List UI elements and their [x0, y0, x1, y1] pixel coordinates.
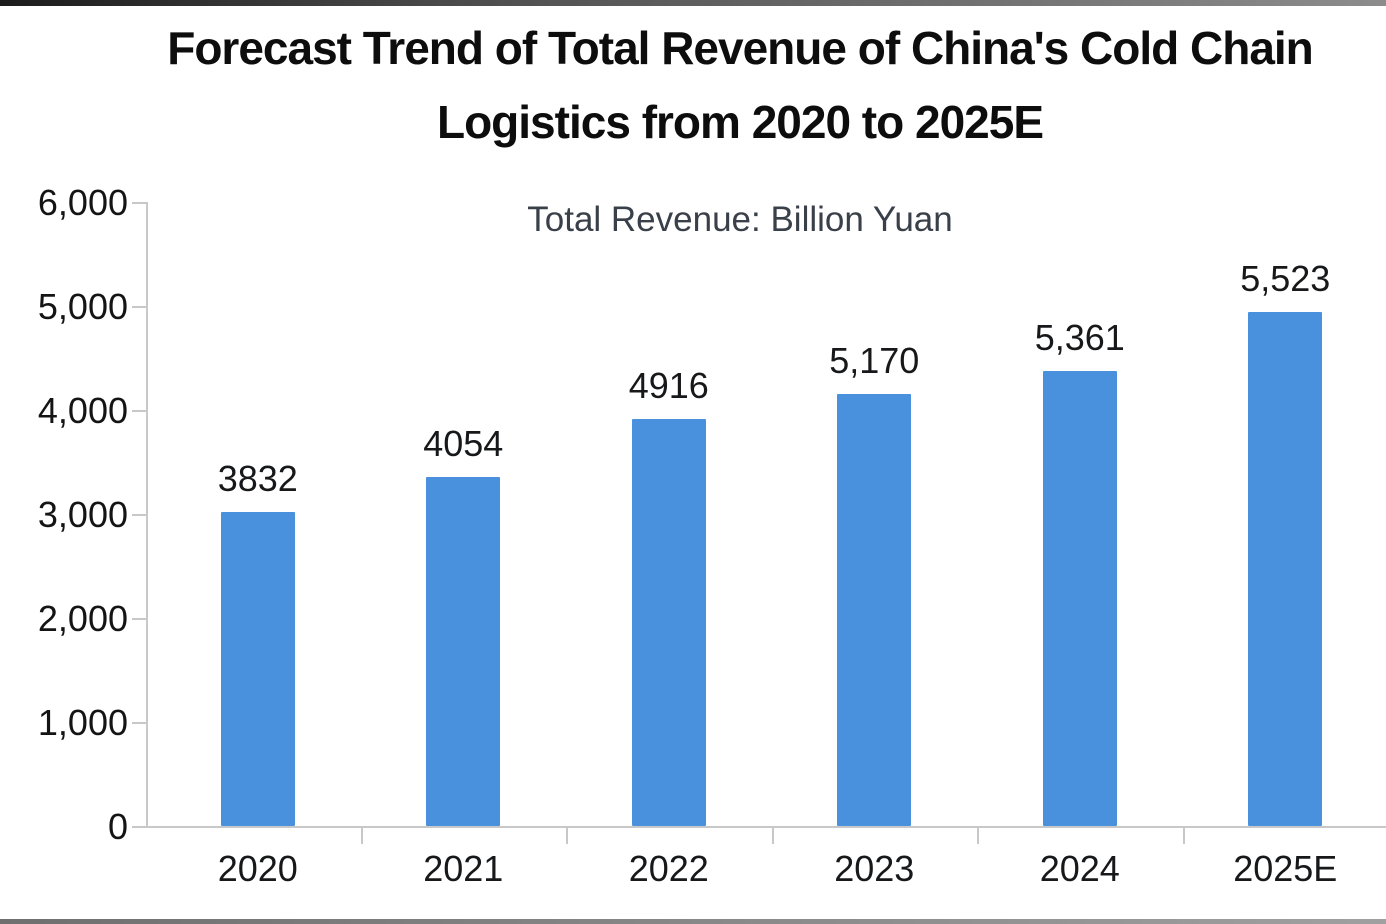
x-axis-label-2023: 2023 [834, 848, 915, 889]
bar-value-label-2025e: 5,523 [1240, 258, 1331, 300]
y-tick [132, 410, 146, 412]
bar-2024 [1042, 371, 1117, 826]
y-tick [132, 202, 146, 204]
x-axis-line [146, 826, 1386, 828]
top-edge-strip [0, 0, 1386, 6]
bar-2020 [220, 511, 295, 826]
x-axis-label-2021: 2021 [423, 848, 504, 889]
bar-value-label-2020: 3832 [217, 457, 298, 499]
bar-2023 [837, 393, 912, 826]
y-tick-label: 1,000 [37, 702, 128, 743]
y-tick [132, 826, 146, 828]
x-tick [771, 826, 774, 844]
bar-2022 [631, 418, 706, 826]
y-tick [132, 722, 146, 724]
chart-subtitle: Total Revenue: Billion Yuan [527, 200, 953, 239]
x-tick [566, 826, 568, 844]
y-tick [132, 306, 146, 308]
x-tick [1182, 826, 1185, 844]
y-tick [132, 514, 146, 516]
bar-value-label-2023: 5,170 [829, 339, 920, 381]
chart-title-line2: Logistics from 2020 to 2025E [436, 96, 1044, 148]
y-tick-label: 5,000 [37, 286, 128, 327]
bar-value-label-2021: 4054 [423, 423, 504, 465]
x-axis-label-2020: 2020 [217, 848, 298, 889]
x-tick [360, 826, 363, 844]
bottom-edge-strip [0, 919, 1386, 924]
y-tick-label: 4,000 [37, 390, 128, 431]
y-tick-label: 2,000 [37, 598, 128, 639]
bar-value-label-2022: 4916 [628, 364, 709, 406]
y-axis-line [146, 202, 148, 828]
x-axis-label-2024: 2024 [1039, 848, 1120, 889]
chart-title-line1: Forecast Trend of Total Revenue of China… [167, 22, 1314, 74]
bar-value-label-2024: 5,361 [1034, 317, 1125, 358]
y-tick-label: 6,000 [37, 182, 128, 223]
x-axis-label-2025e: 2025E [1233, 848, 1338, 889]
y-tick [132, 618, 146, 620]
y-tick-label: 3,000 [37, 494, 128, 535]
bar-2025e [1248, 312, 1323, 826]
y-tick-label: 0 [107, 806, 128, 847]
x-axis-label-2022: 2022 [628, 848, 709, 889]
x-tick [977, 826, 979, 844]
bar-2021 [426, 477, 501, 826]
